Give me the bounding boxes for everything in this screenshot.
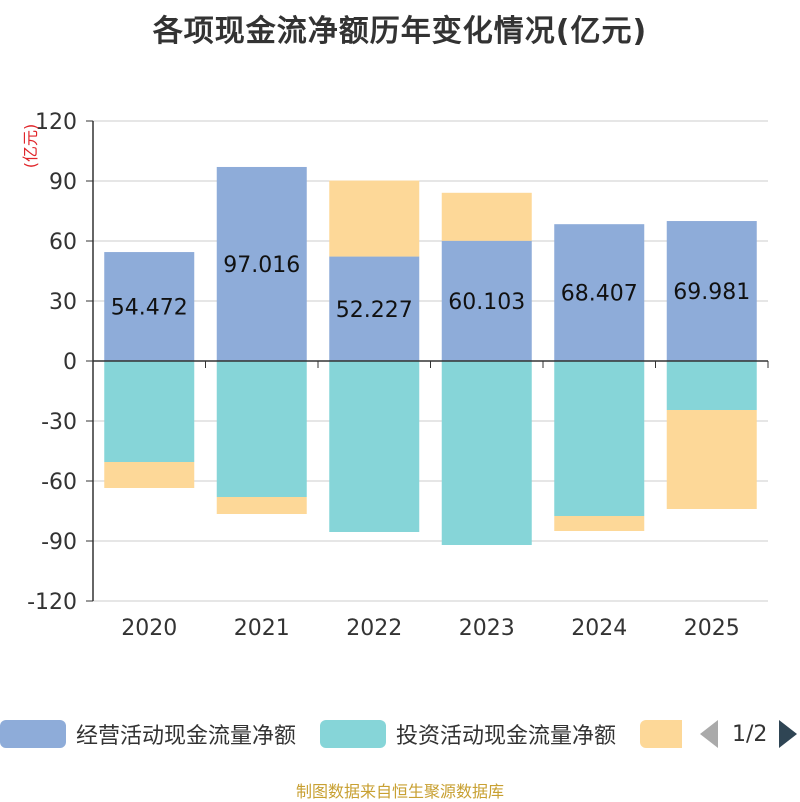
bar-series2-2023 — [441, 192, 532, 241]
legend-item-third[interactable] — [640, 716, 692, 752]
bar-series2-2020 — [104, 462, 195, 488]
legend-label-operating: 经营活动现金流量净额 — [76, 724, 297, 749]
bar-series0-2022 — [329, 256, 420, 361]
chart-legend: 经营活动现金流量净额 投资活动现金流量净额 — [0, 716, 800, 756]
bar-series2-2025 — [666, 410, 757, 509]
bar-series0-2021 — [216, 166, 307, 361]
x-tick-label: 2020 — [121, 616, 177, 641]
data-label-2024: 68.407 — [561, 282, 638, 307]
x-tick-label: 2025 — [684, 616, 740, 641]
y-tick-label: 120 — [35, 110, 77, 135]
bar-series0-2025 — [666, 221, 757, 361]
data-label-2022: 52.227 — [336, 298, 413, 323]
y-axis-unit-label: (亿元) — [21, 124, 40, 169]
data-label-2025: 69.981 — [673, 280, 750, 305]
x-tick-label: 2023 — [459, 616, 515, 641]
bar-series1-2021 — [216, 361, 307, 497]
bar-series2-2022 — [329, 180, 420, 257]
data-label-2020: 54.472 — [111, 296, 188, 321]
bar-series1-2020 — [104, 361, 195, 462]
bar-series1-2022 — [329, 361, 420, 532]
bar-series1-2025 — [666, 361, 757, 410]
legend-swatch-third — [640, 720, 682, 748]
bar-series0-2023 — [441, 240, 532, 361]
legend-pager: 1/2 — [700, 716, 798, 752]
bar-series2-2021 — [216, 497, 307, 514]
data-label-2021: 97.016 — [223, 253, 300, 278]
y-tick-label: -30 — [41, 410, 77, 435]
x-tick-label: 2024 — [571, 616, 627, 641]
y-tick-label: 60 — [49, 230, 77, 255]
y-tick-label: -90 — [41, 530, 77, 555]
chart-title: 各项现金流净额历年变化情况(亿元) — [152, 14, 648, 49]
data-source-footer: 制图数据来自恒生聚源数据库 — [295, 782, 504, 801]
bar-chart: 120 90 60 30 0 -30 -60 -90 -120 (亿元) 2020 2021 2022 2… — [21, 110, 769, 641]
legend-item-investing[interactable]: 投资活动现金流量净额 — [320, 716, 616, 752]
bar-series0-2024 — [554, 224, 645, 361]
bar-series0-2020 — [104, 252, 195, 361]
y-tick-label: 30 — [49, 290, 77, 315]
legend-page-indicator: 1/2 — [732, 721, 768, 747]
legend-item-operating[interactable]: 经营活动现金流量净额 — [0, 716, 296, 752]
prev-page-arrow-icon[interactable] — [700, 720, 718, 748]
data-label-2023: 60.103 — [448, 290, 525, 315]
legend-label-investing: 投资活动现金流量净额 — [396, 724, 617, 749]
y-tick-label: -120 — [27, 590, 77, 615]
bar-series2-2024 — [554, 516, 645, 531]
y-tick-label: 90 — [49, 170, 77, 195]
next-page-arrow-icon[interactable] — [779, 720, 798, 748]
legend-swatch-investing — [320, 720, 386, 748]
y-tick-label: 0 — [63, 350, 77, 375]
y-tick-label: -60 — [41, 470, 77, 495]
x-tick-label: 2021 — [234, 616, 290, 641]
legend-swatch-operating — [0, 720, 66, 748]
bar-series1-2024 — [554, 361, 645, 516]
x-tick-label: 2022 — [346, 616, 402, 641]
bar-series1-2023 — [441, 361, 532, 545]
